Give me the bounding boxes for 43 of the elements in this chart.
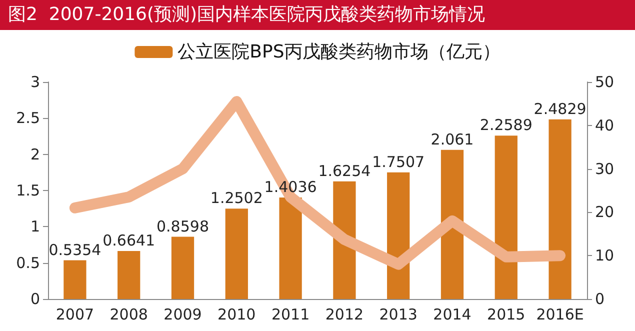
x-tick-label: 2008 xyxy=(110,306,148,324)
y2-tick-label: 10 xyxy=(595,246,614,265)
y2-tick-label: 20 xyxy=(595,203,614,222)
y-tick-label: 0.5 xyxy=(16,254,40,272)
data-label: 0.5354 xyxy=(48,240,102,259)
x-tick-label: 2011 xyxy=(271,306,310,324)
data-label: 2.4829 xyxy=(534,100,586,118)
data-label: 0.8598 xyxy=(156,217,209,236)
data-label: 0.6641 xyxy=(102,231,156,250)
data-label: 1.2502 xyxy=(210,189,263,208)
bar xyxy=(118,250,140,299)
bar xyxy=(548,119,572,299)
y-tick-label: 2 xyxy=(30,145,40,164)
x-tick-label: 2007 xyxy=(56,306,94,324)
data-label: 2.061 xyxy=(430,130,474,148)
x-tick-label: 2015 xyxy=(487,306,526,324)
chart-title: 图2 2007-2016(预测)国内样本医院丙戊酸类药物市场情况 xyxy=(0,0,635,30)
bar xyxy=(225,208,248,299)
y2-tick-label: 0 xyxy=(595,290,605,308)
x-tick-label: 2012 xyxy=(325,306,364,324)
y-tick-label: 1 xyxy=(30,218,40,236)
bar xyxy=(279,197,302,299)
y-tick-label: 3 xyxy=(30,73,40,91)
legend-label: 公立医院BPS丙戊酸类药物市场（亿元） xyxy=(178,42,500,62)
data-label: 1.4036 xyxy=(264,178,317,196)
x-tick-label: 2014 xyxy=(433,306,472,324)
bar xyxy=(171,236,194,299)
bar xyxy=(494,136,518,299)
y-tick-label: 1.5 xyxy=(16,182,40,200)
x-tick-label: 2013 xyxy=(379,306,418,324)
data-label: 1.7507 xyxy=(372,152,425,171)
y-tick-label: 2.5 xyxy=(16,109,40,128)
x-tick-label: 2010 xyxy=(218,306,256,324)
y-tick-label: 0 xyxy=(30,290,40,308)
x-tick-label: 2016E xyxy=(536,306,584,324)
data-label: 2.2589 xyxy=(480,116,532,134)
bar xyxy=(64,260,86,299)
data-label: 1.6254 xyxy=(318,162,371,180)
bar xyxy=(440,150,464,299)
y2-tick-label: 50 xyxy=(595,73,614,91)
x-tick-label: 2009 xyxy=(164,306,202,324)
y2-tick-label: 30 xyxy=(595,160,614,178)
y2-tick-label: 40 xyxy=(595,116,614,134)
